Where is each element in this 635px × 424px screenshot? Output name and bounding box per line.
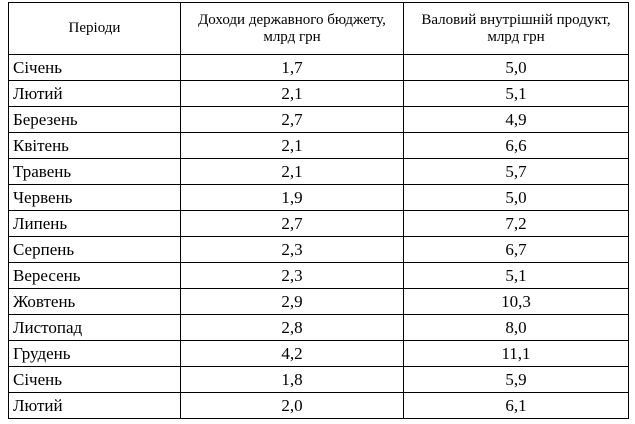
cell-period: Серпень (8, 236, 181, 263)
cell-gdp: 6,1 (403, 392, 629, 419)
cell-gdp: 5,9 (403, 366, 629, 393)
cell-period: Липень (8, 210, 181, 237)
cell-gdp: 4,9 (403, 106, 629, 133)
table-header: Періоди Доходи державного бюджету, млрд … (8, 2, 629, 55)
table-row: Квітень 2,1 6,6 (8, 132, 629, 159)
cell-revenue: 2,1 (180, 158, 404, 185)
cell-period: Травень (8, 158, 181, 185)
cell-period: Лютий (8, 80, 181, 107)
cell-period: Жовтень (8, 288, 181, 315)
table-row: Вересень 2,3 5,1 (8, 262, 629, 289)
cell-period: Січень (8, 54, 181, 81)
cell-revenue: 1,9 (180, 184, 404, 211)
document-page: Періоди Доходи державного бюджету, млрд … (8, 2, 629, 419)
table-row: Травень 2,1 5,7 (8, 158, 629, 185)
budget-gdp-table: Періоди Доходи державного бюджету, млрд … (8, 2, 629, 419)
header-gdp: Валовий внутрішній продукт, млрд грн (403, 2, 629, 55)
cell-gdp: 8,0 (403, 314, 629, 341)
cell-revenue: 2,1 (180, 80, 404, 107)
cell-revenue: 4,2 (180, 340, 404, 367)
cell-gdp: 6,7 (403, 236, 629, 263)
cell-period: Січень (8, 366, 181, 393)
cell-revenue: 2,7 (180, 106, 404, 133)
cell-period: Червень (8, 184, 181, 211)
cell-period: Вересень (8, 262, 181, 289)
table-row: Липень 2,7 7,2 (8, 210, 629, 237)
cell-gdp: 5,0 (403, 54, 629, 81)
cell-revenue: 2,3 (180, 236, 404, 263)
cell-period: Листопад (8, 314, 181, 341)
table-row: Серпень 2,3 6,7 (8, 236, 629, 263)
cell-period: Лютий (8, 392, 181, 419)
cell-gdp: 5,7 (403, 158, 629, 185)
cell-gdp: 7,2 (403, 210, 629, 237)
cell-revenue: 2,7 (180, 210, 404, 237)
cell-revenue: 1,8 (180, 366, 404, 393)
cell-revenue: 2,3 (180, 262, 404, 289)
cell-gdp: 6,6 (403, 132, 629, 159)
table-row: Лютий 2,0 6,1 (8, 392, 629, 419)
cell-revenue: 1,7 (180, 54, 404, 81)
table-row: Лютий 2,1 5,1 (8, 80, 629, 107)
cell-gdp: 11,1 (403, 340, 629, 367)
header-periods: Періоди (8, 2, 181, 55)
table-body: Січень 1,7 5,0 Лютий 2,1 5,1 Березень 2,… (8, 54, 629, 419)
table-row: Жовтень 2,9 10,3 (8, 288, 629, 315)
cell-gdp: 5,0 (403, 184, 629, 211)
cell-revenue: 2,9 (180, 288, 404, 315)
cell-period: Грудень (8, 340, 181, 367)
table-row: Червень 1,9 5,0 (8, 184, 629, 211)
header-row: Періоди Доходи державного бюджету, млрд … (8, 2, 629, 55)
cell-revenue: 2,1 (180, 132, 404, 159)
table-row: Січень 1,8 5,9 (8, 366, 629, 393)
header-budget-revenue: Доходи державного бюджету, млрд грн (180, 2, 404, 55)
table-row: Листопад 2,8 8,0 (8, 314, 629, 341)
cell-revenue: 2,0 (180, 392, 404, 419)
table-row: Грудень 4,2 11,1 (8, 340, 629, 367)
cell-period: Березень (8, 106, 181, 133)
cell-period: Квітень (8, 132, 181, 159)
cell-revenue: 2,8 (180, 314, 404, 341)
cell-gdp: 5,1 (403, 80, 629, 107)
table-row: Січень 1,7 5,0 (8, 54, 629, 81)
cell-gdp: 10,3 (403, 288, 629, 315)
table-row: Березень 2,7 4,9 (8, 106, 629, 133)
cell-gdp: 5,1 (403, 262, 629, 289)
